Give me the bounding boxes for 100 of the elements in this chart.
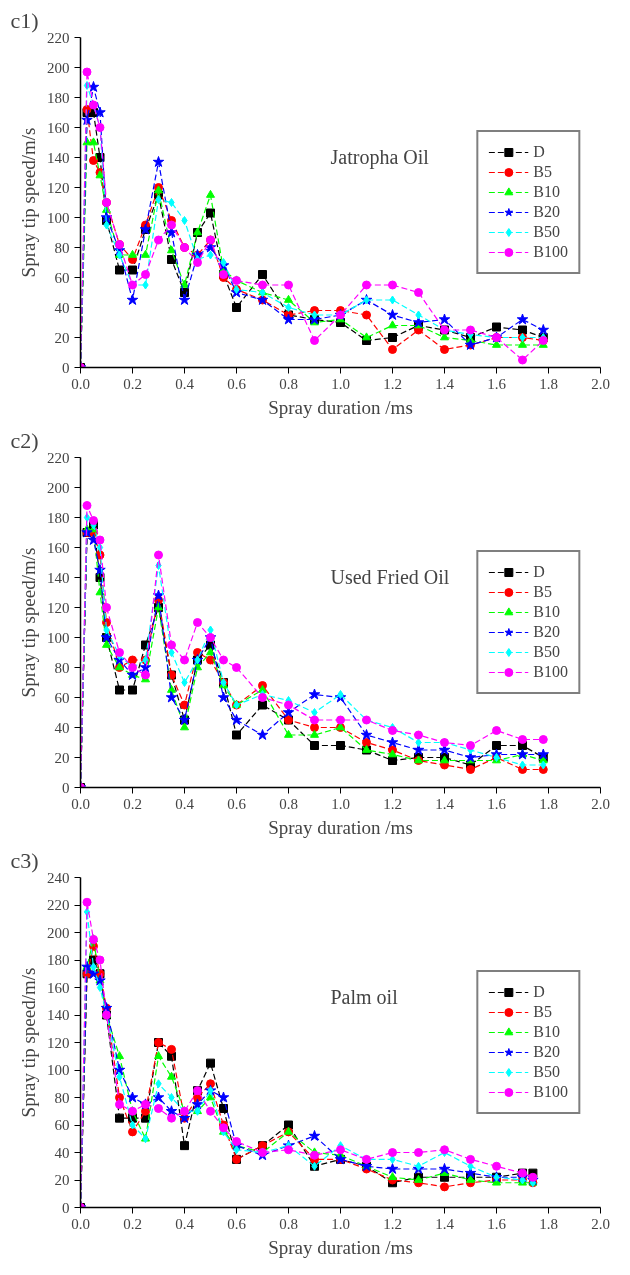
legend-label: B100 <box>533 243 568 261</box>
y-tick-label: 200 <box>47 59 70 76</box>
y-tick-label: 180 <box>47 89 70 106</box>
y-tick-label: 100 <box>47 1062 70 1078</box>
y-tick-label: 20 <box>54 749 70 766</box>
legend-label: D <box>533 143 546 161</box>
x-tick-label: 0.6 <box>227 1215 247 1232</box>
y-tick-label: 40 <box>54 1144 70 1161</box>
y-tick-label: 80 <box>54 659 70 676</box>
chart-title: c1) <box>10 7 39 33</box>
x-tick-label: 1.6 <box>487 1215 507 1232</box>
legend-label: B100 <box>533 663 568 681</box>
x-axis-title: Spray duration /ms <box>268 1236 413 1258</box>
legend-label: B50 <box>533 223 560 241</box>
x-tick-label: 1.4 <box>435 375 455 392</box>
y-tick-label: 20 <box>54 329 70 346</box>
x-tick-label: 0.0 <box>71 1215 90 1232</box>
y-tick-label: 0 <box>62 1199 70 1216</box>
y-tick-label: 240 <box>47 869 70 886</box>
x-axis-title: Spray duration /ms <box>268 396 413 418</box>
legend-label: B20 <box>533 623 560 641</box>
y-tick-label: 20 <box>54 1172 70 1188</box>
y-tick-label: 160 <box>47 119 70 136</box>
x-tick-label: 2.0 <box>591 795 610 812</box>
y-tick-label: 60 <box>54 1117 70 1133</box>
x-tick-label: 1.8 <box>539 375 558 392</box>
y-tick-label: 100 <box>47 629 70 646</box>
x-tick-label: 0.2 <box>123 1215 142 1232</box>
y-tick-label: 120 <box>47 179 70 196</box>
legend-label: B20 <box>533 1043 560 1061</box>
y-tick-label: 120 <box>47 1034 70 1051</box>
annotation: Palm oil <box>330 985 399 1008</box>
chart-title: c3) <box>10 847 39 873</box>
y-tick-label: 60 <box>54 269 70 286</box>
x-tick-label: 0.4 <box>175 795 195 812</box>
legend-label: D <box>533 983 546 1001</box>
x-tick-label: 1.8 <box>539 1215 558 1232</box>
y-tick-label: 220 <box>47 29 70 46</box>
x-tick-label: 2.0 <box>591 375 610 392</box>
annotation: Used Fried Oil <box>330 565 450 588</box>
y-tick-label: 120 <box>47 599 70 616</box>
x-tick-label: 1.2 <box>383 795 402 812</box>
y-tick-label: 140 <box>47 149 70 166</box>
x-tick-label: 1.6 <box>487 795 507 812</box>
x-tick-label: 1.0 <box>331 375 350 392</box>
y-tick-label: 60 <box>54 689 70 706</box>
y-tick-label: 80 <box>54 1089 70 1106</box>
legend-label: B50 <box>533 643 560 661</box>
x-axis-title: Spray duration /ms <box>268 816 413 838</box>
x-tick-label: 1.0 <box>331 1215 350 1232</box>
legend-label: B5 <box>533 163 553 181</box>
y-axis-title: Spray tip speed/m/s <box>18 967 39 1118</box>
legend-label: B50 <box>533 1063 560 1081</box>
y-tick-label: 0 <box>62 779 70 796</box>
legend-label: B5 <box>533 1003 553 1021</box>
x-tick-label: 1.2 <box>383 1215 402 1232</box>
x-tick-label: 0.0 <box>71 795 90 812</box>
y-tick-label: 140 <box>47 1007 70 1023</box>
y-tick-label: 80 <box>54 239 70 256</box>
x-tick-label: 0.0 <box>71 375 90 392</box>
x-tick-label: 1.2 <box>383 375 402 392</box>
legend-label: B10 <box>533 1023 560 1041</box>
x-tick-label: 0.8 <box>279 375 298 392</box>
y-tick-label: 160 <box>47 979 70 996</box>
y-tick-label: 160 <box>47 539 70 556</box>
y-tick-label: 180 <box>47 509 70 526</box>
y-tick-label: 100 <box>47 209 70 226</box>
legend-label: B10 <box>533 183 560 201</box>
x-tick-label: 0.2 <box>123 375 142 392</box>
x-tick-label: 1.0 <box>331 795 350 812</box>
y-tick-label: 180 <box>47 952 70 968</box>
x-tick-label: 0.2 <box>123 795 142 812</box>
x-tick-label: 0.6 <box>227 795 247 812</box>
legend-label: B20 <box>533 203 560 221</box>
x-tick-label: 0.6 <box>227 375 247 392</box>
x-tick-label: 1.8 <box>539 795 558 812</box>
legend-label: B10 <box>533 603 560 621</box>
y-axis-title: Spray tip speed/m/s <box>18 547 39 698</box>
y-tick-label: 140 <box>47 569 70 586</box>
x-tick-label: 0.8 <box>279 1215 298 1232</box>
y-tick-label: 220 <box>47 897 70 913</box>
x-tick-label: 0.4 <box>175 1215 195 1232</box>
legend-label: D <box>533 563 546 581</box>
x-tick-label: 0.4 <box>175 375 195 392</box>
legend-label: B100 <box>533 1083 568 1101</box>
annotation: Jatropha Oil <box>330 145 430 169</box>
y-tick-label: 220 <box>47 449 70 466</box>
chart-title: c2) <box>10 427 39 453</box>
y-axis-title: Spray tip speed/m/s <box>18 127 39 278</box>
x-tick-label: 1.4 <box>435 795 455 812</box>
y-tick-label: 200 <box>47 924 70 941</box>
y-tick-label: 200 <box>47 479 70 496</box>
y-tick-label: 0 <box>62 359 70 376</box>
y-tick-label: 40 <box>54 719 70 736</box>
legend-label: B5 <box>533 583 553 601</box>
x-tick-label: 1.4 <box>435 1215 455 1232</box>
y-tick-label: 40 <box>54 299 70 316</box>
x-tick-label: 0.8 <box>279 795 298 812</box>
x-tick-label: 1.6 <box>487 375 507 392</box>
x-tick-label: 2.0 <box>591 1215 610 1232</box>
